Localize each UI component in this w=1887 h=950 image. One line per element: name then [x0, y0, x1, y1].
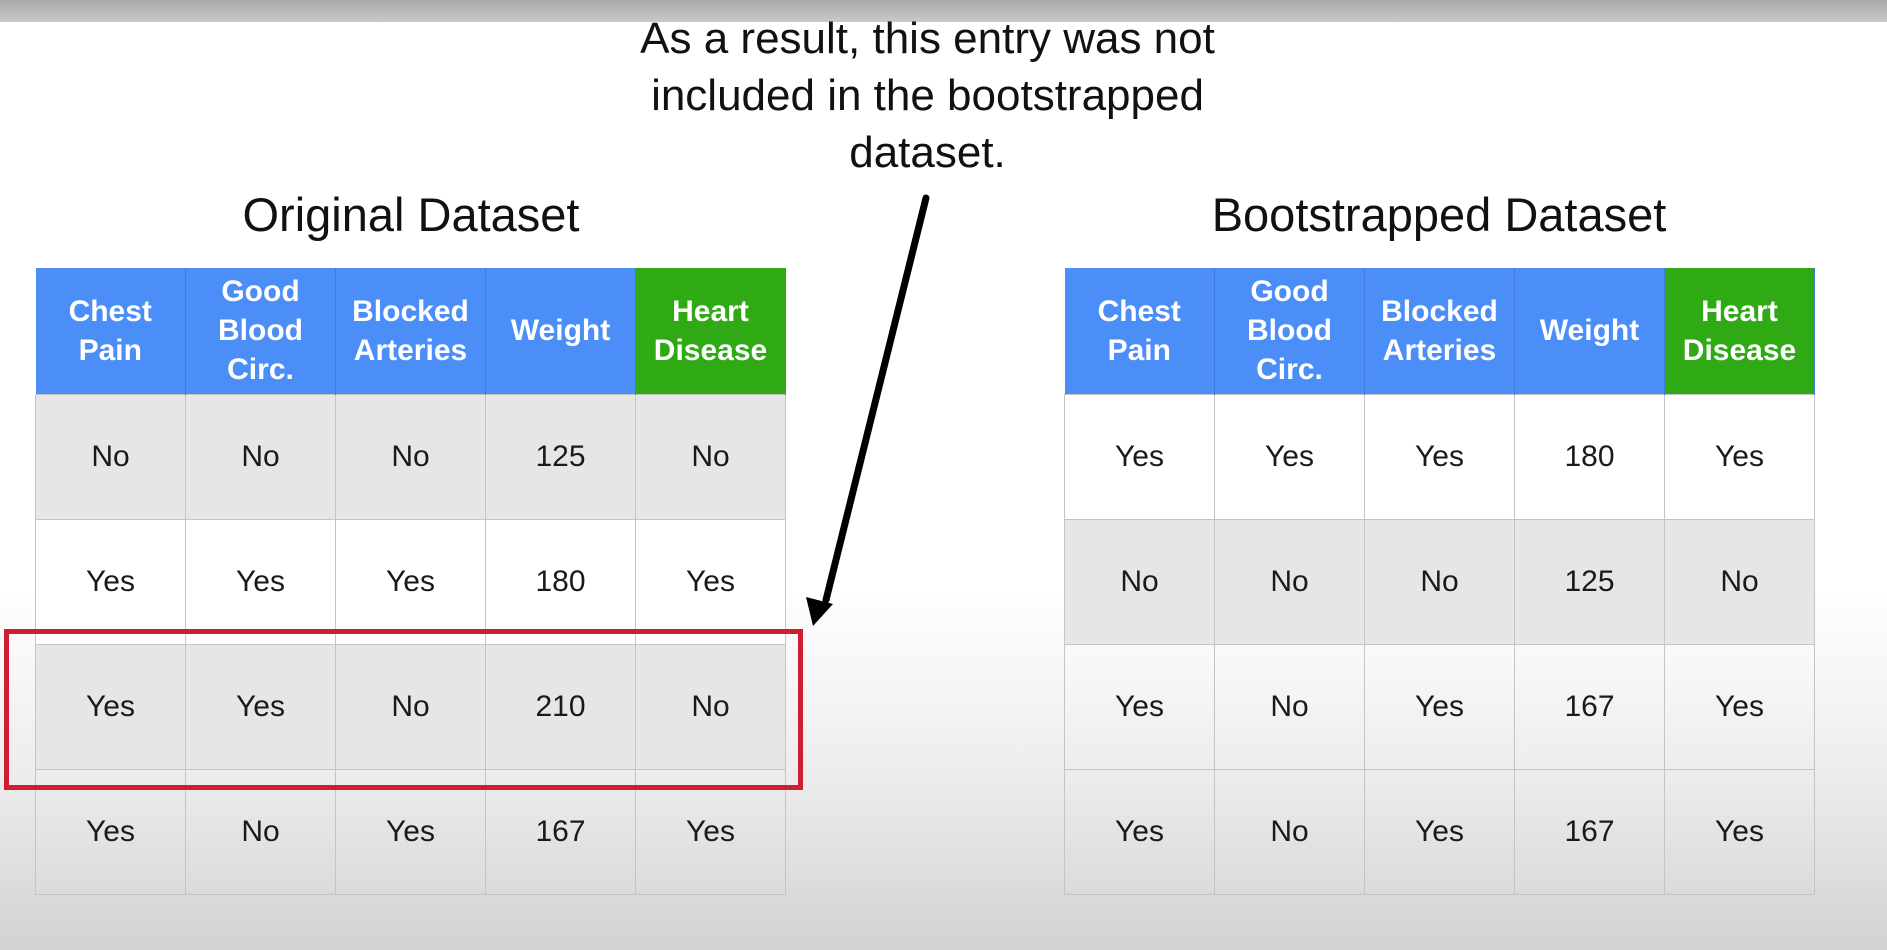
header-text: Good	[1250, 275, 1329, 309]
table-row: Yes No Yes 167 Yes	[1064, 768, 1815, 895]
table-cell: 180	[485, 518, 636, 645]
header-text: Weight	[1539, 314, 1640, 348]
annotation-text: As a result, this entry was not included…	[560, 10, 1295, 181]
header-text: Blood	[218, 314, 303, 348]
header-text: Pain	[1107, 333, 1171, 367]
table-cell: 167	[1514, 768, 1665, 895]
table-cell: Yes	[335, 518, 486, 645]
table-cell: Yes	[1664, 643, 1815, 770]
table-cell: Yes	[185, 643, 336, 770]
header-weight: Weight	[485, 268, 636, 394]
header-text: Arteries	[353, 333, 468, 367]
header-text: Blocked	[352, 294, 469, 328]
table-cell: No	[185, 393, 336, 520]
table-cell: No	[335, 393, 486, 520]
table-cell: Yes	[185, 518, 336, 645]
header-text: Heart	[672, 294, 749, 328]
table-row: Yes Yes Yes 180 Yes	[1064, 393, 1815, 520]
table-cell: Yes	[1664, 768, 1815, 895]
header-text: Weight	[510, 314, 611, 348]
table-cell: Yes	[35, 643, 186, 770]
header-row: Chest Pain Good Blood Circ. Blocked Arte…	[35, 268, 786, 394]
header-weight: Weight	[1514, 268, 1665, 394]
header-good-blood-circ: Good Blood Circ.	[185, 268, 336, 394]
arrow-shaft	[822, 194, 930, 604]
header-text: Disease	[653, 333, 768, 367]
annotation-line-3: dataset.	[849, 128, 1006, 177]
header-heart-disease: Heart Disease	[1664, 268, 1815, 394]
header-blocked-arteries: Blocked Arteries	[1364, 268, 1515, 394]
table-cell: Yes	[35, 518, 186, 645]
table-cell: Yes	[1364, 393, 1515, 520]
annotation-line-2: included in the bootstrapped	[651, 71, 1204, 120]
table-cell: No	[1214, 518, 1365, 645]
table-cell: Yes	[1364, 643, 1515, 770]
bootstrapped-dataset-title: Bootstrapped Dataset	[1211, 188, 1667, 241]
table-row: Yes No Yes 167 Yes	[1064, 643, 1815, 770]
arrow-head	[806, 597, 833, 626]
table-cell: 167	[1514, 643, 1665, 770]
table-row: No No No 125 No	[1064, 518, 1815, 645]
table-cell: 210	[485, 643, 636, 770]
header-text: Chest	[1097, 294, 1181, 328]
header-text: Blocked	[1381, 294, 1498, 328]
header-text: Circ.	[1256, 353, 1323, 387]
table-row: No No No 125 No	[35, 393, 786, 520]
table-cell: 125	[485, 393, 636, 520]
table-cell: Yes	[1364, 768, 1515, 895]
table-row-excluded: Yes Yes No 210 No	[35, 643, 786, 770]
header-row: Chest Pain Good Blood Circ. Blocked Arte…	[1064, 268, 1815, 394]
header-text: Arteries	[1382, 333, 1497, 367]
header-text: Disease	[1682, 333, 1797, 367]
header-text: Pain	[78, 333, 142, 367]
header-good-blood-circ: Good Blood Circ.	[1214, 268, 1365, 394]
excluded-row-highlight	[4, 629, 803, 790]
table-cell: 180	[1514, 393, 1665, 520]
annotation-line-1: As a result, this entry was not	[640, 14, 1215, 63]
bootstrapped-dataset-table: Chest Pain Good Blood Circ. Blocked Arte…	[1064, 268, 1815, 895]
table-cell: No	[635, 643, 786, 770]
header-text: Blood	[1247, 314, 1332, 348]
table-row: Yes Yes Yes 180 Yes	[35, 518, 786, 645]
header-heart-disease: Heart Disease	[635, 268, 786, 394]
header-chest-pain: Chest Pain	[35, 268, 186, 394]
table-cell: Yes	[1664, 393, 1815, 520]
original-dataset-table: Chest Pain Good Blood Circ. Blocked Arte…	[35, 268, 786, 895]
table-cell: No	[1364, 518, 1515, 645]
header-text: Heart	[1701, 294, 1778, 328]
header-chest-pain: Chest Pain	[1064, 268, 1215, 394]
original-dataset-title: Original Dataset	[242, 188, 580, 241]
table-cell: No	[335, 643, 486, 770]
top-strip	[0, 0, 1887, 22]
table-cell: No	[35, 393, 186, 520]
table-cell: Yes	[635, 518, 786, 645]
header-text: Good	[221, 275, 300, 309]
table-cell: Yes	[1064, 643, 1215, 770]
header-text: Chest	[68, 294, 152, 328]
header-blocked-arteries: Blocked Arteries	[335, 268, 486, 394]
table-cell: No	[1664, 518, 1815, 645]
table-cell: 125	[1514, 518, 1665, 645]
table-cell: No	[635, 393, 786, 520]
header-text: Circ.	[227, 353, 294, 387]
